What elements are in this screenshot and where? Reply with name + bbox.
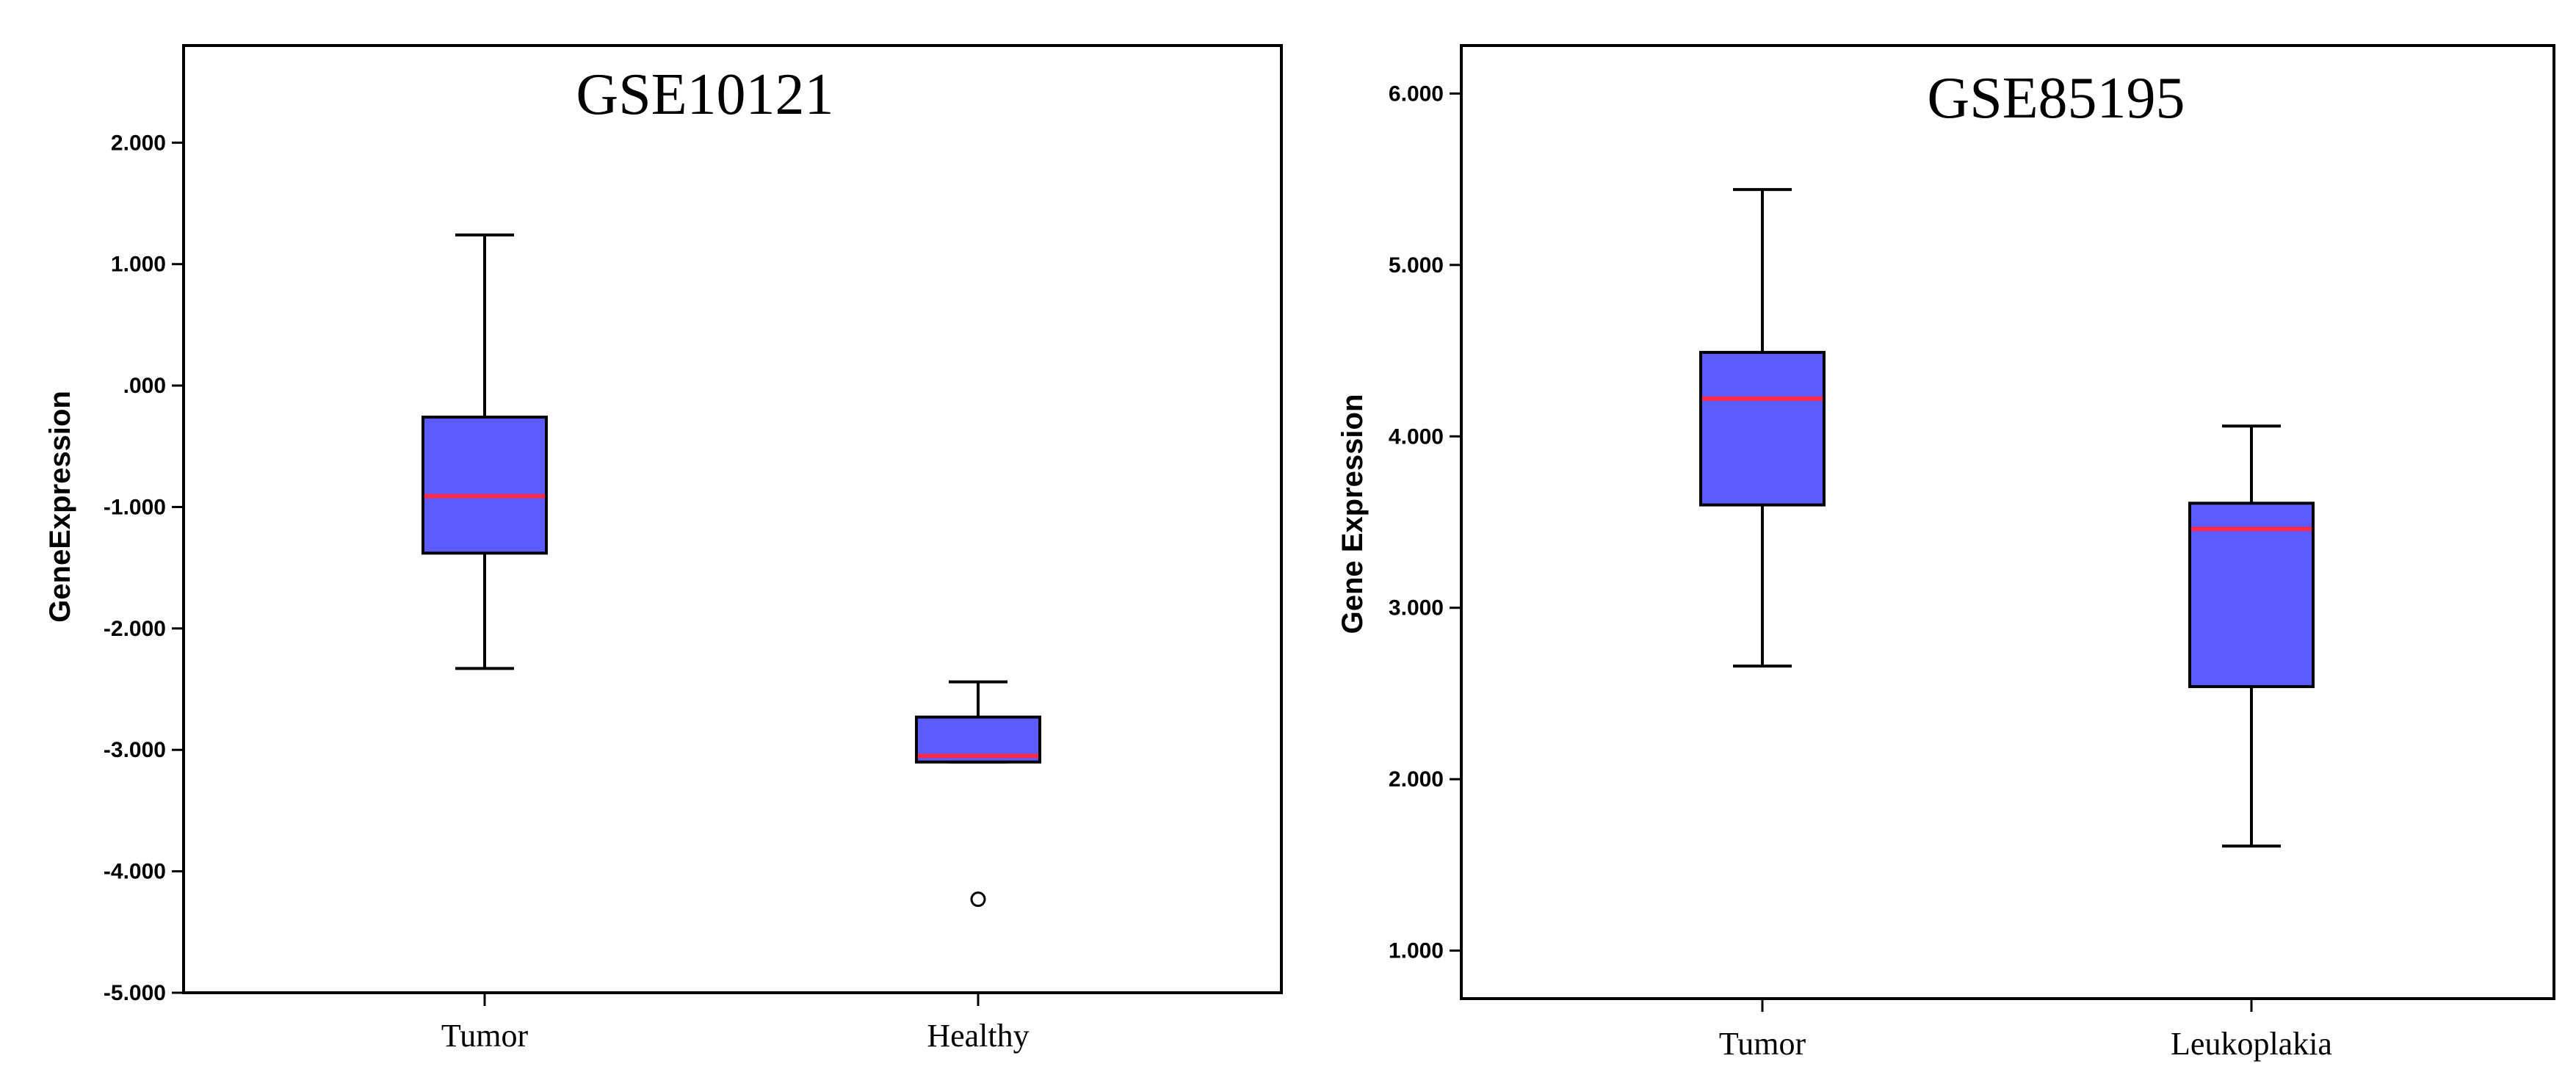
box-healthy: [915, 680, 1041, 908]
x-category-label: Leukoplakia: [2171, 1026, 2332, 1062]
plot-frame: [1460, 44, 2555, 1000]
chart-title: GSE10121: [576, 62, 833, 127]
y-tick-label: -5.000: [104, 981, 166, 1005]
boxplot-panel-gse10121: GSE10121 GeneExpression -5.000 -4.000 -3.0…: [44, 44, 1283, 1054]
box-series: [422, 234, 1041, 908]
x-category-label: Healthy: [927, 1018, 1029, 1054]
plot-frame: [182, 44, 1283, 994]
outlier-point: [970, 891, 986, 908]
y-tick-label: 5.000: [1389, 253, 1444, 278]
y-tick-label: 1.000: [1389, 939, 1444, 963]
y-axis-ticks: 1.000 2.000 3.000 4.000 5.000 6.000: [1389, 82, 1461, 963]
x-axis-categories: Tumor Leukoplakia: [1719, 999, 2332, 1062]
y-tick-label: 2.000: [1389, 767, 1444, 792]
y-tick-label: -3.000: [104, 738, 166, 762]
iqr-box: [2188, 502, 2315, 689]
y-tick-label: .000: [123, 374, 166, 398]
y-tick-label: 6.000: [1389, 82, 1444, 106]
y-axis-title: Gene Expression: [1336, 394, 1369, 634]
box-series: [1699, 188, 2315, 848]
y-tick-label: 3.000: [1389, 596, 1444, 620]
x-axis-categories: Tumor Healthy: [441, 993, 1030, 1054]
boxplot-panel-gse85195: GSE85195 Gene Expression 1.000 2.000 3.000…: [1336, 44, 2555, 1062]
y-tick-label: 1.000: [111, 253, 166, 277]
y-axis-title: GeneExpression: [44, 391, 76, 623]
iqr-box: [422, 416, 548, 555]
box-tumor: [422, 234, 548, 670]
y-axis-ticks: -5.000 -4.000 -3.000 -2.000 -1.000 .000 1.000 2…: [104, 131, 184, 1005]
x-category-label: Tumor: [1719, 1026, 1806, 1062]
iqr-box: [1699, 350, 1826, 507]
box-tumor: [1699, 188, 1826, 668]
x-category-label: Tumor: [441, 1018, 529, 1054]
y-tick-label: -4.000: [104, 860, 166, 884]
y-tick-label: 2.000: [111, 131, 166, 155]
chart-title: GSE85195: [1927, 66, 2185, 131]
y-tick-label: -2.000: [104, 617, 166, 641]
box-leukoplakia: [2188, 424, 2315, 848]
y-tick-label: 4.000: [1389, 424, 1444, 449]
y-tick-label: -1.000: [104, 495, 166, 519]
